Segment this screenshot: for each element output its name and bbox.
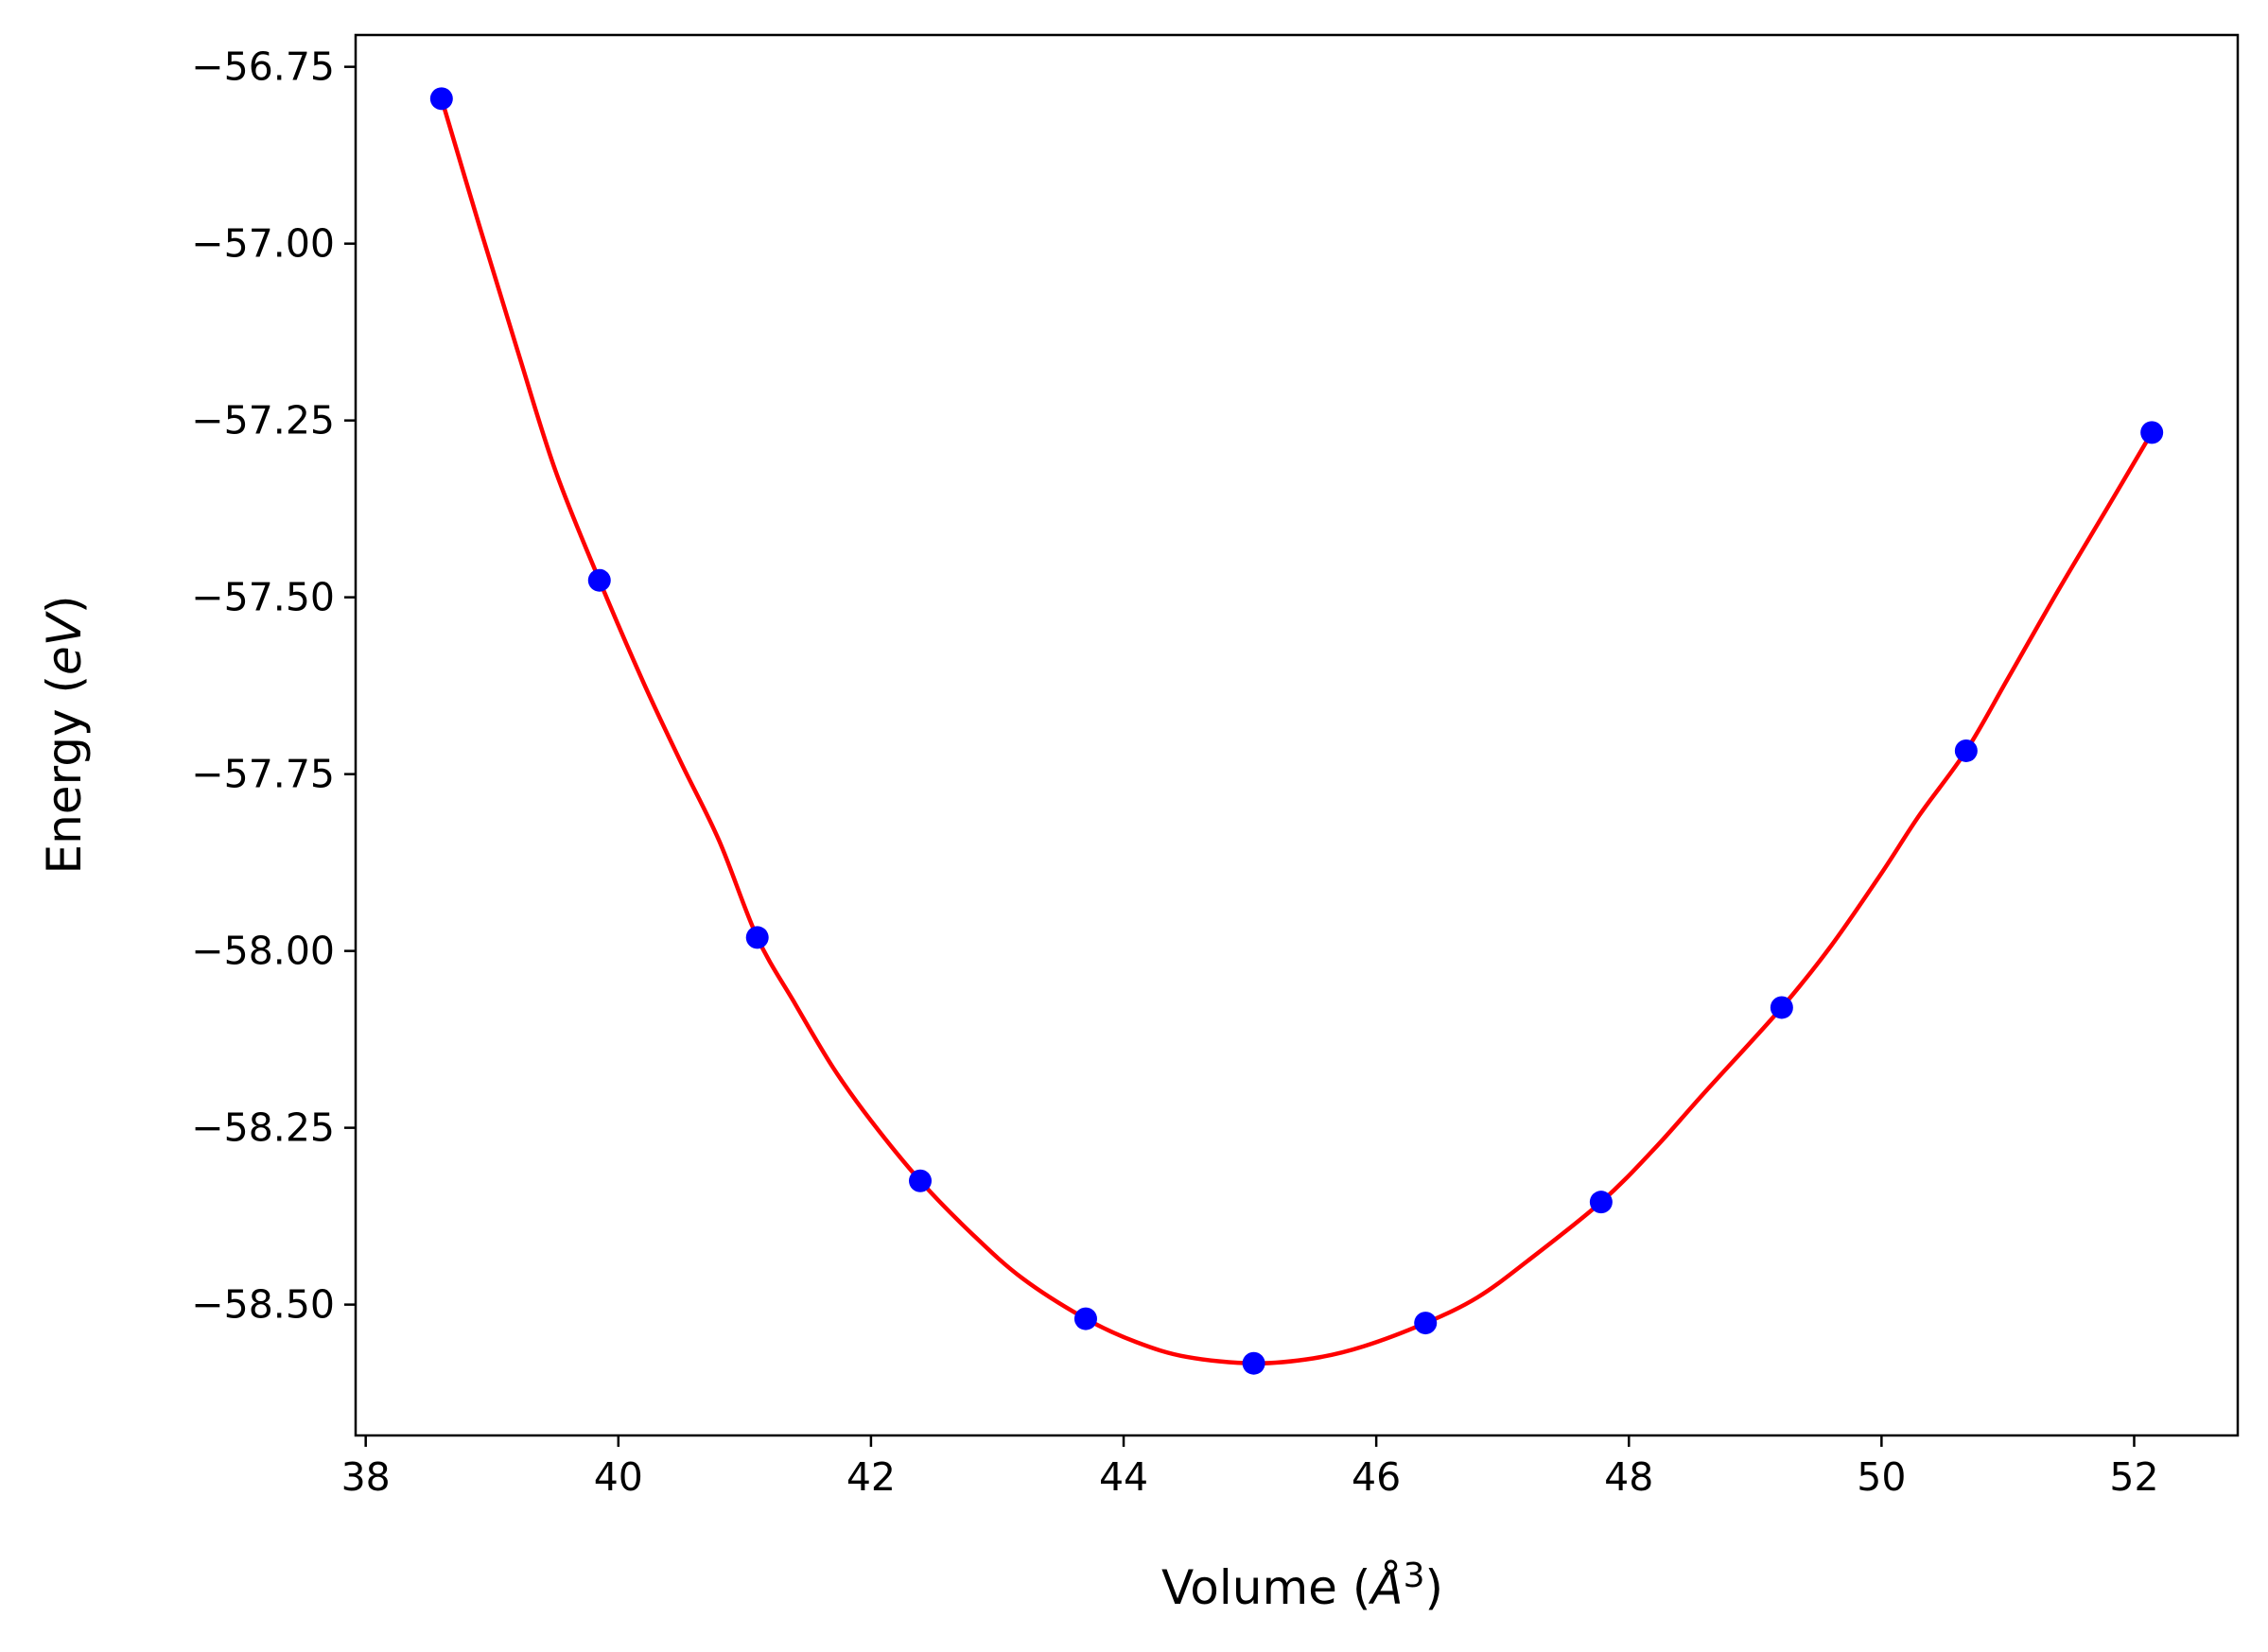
y-axis-ticks: −56.75 −57.00 −57.25 −57.50 −57.75 −58.00 −58.… bbox=[191, 44, 356, 1328]
y-tick-label: −58.00 bbox=[191, 929, 335, 974]
x-tick-label: 40 bbox=[594, 1454, 643, 1500]
data-points-layer bbox=[429, 87, 2164, 1375]
y-tick-label: −58.25 bbox=[191, 1105, 335, 1151]
data-point bbox=[1242, 1351, 1265, 1375]
y-tick-label: −56.75 bbox=[191, 44, 335, 90]
data-point bbox=[1589, 1191, 1613, 1214]
data-point bbox=[1073, 1307, 1097, 1330]
data-point bbox=[429, 87, 453, 111]
x-axis-ticks: 38 40 42 44 46 48 50 52 bbox=[341, 1435, 2159, 1500]
x-tick-label: 38 bbox=[341, 1454, 391, 1500]
y-axis-label: Energy (eV) bbox=[37, 596, 92, 875]
y-tick-label: −57.75 bbox=[191, 752, 335, 797]
fit-curve-layer bbox=[439, 97, 2155, 1365]
plot-frame bbox=[354, 33, 2240, 1437]
data-point bbox=[587, 568, 611, 592]
y-tick-label: −58.50 bbox=[191, 1282, 335, 1328]
data-point bbox=[745, 926, 769, 949]
x-axis-label: Volume (Å3) bbox=[1161, 1556, 1443, 1615]
y-tick-label: −57.00 bbox=[191, 221, 335, 267]
x-tick-label: 42 bbox=[846, 1454, 896, 1500]
data-point bbox=[1770, 996, 1793, 1019]
y-tick-label: −57.25 bbox=[191, 398, 335, 443]
x-tick-label: 52 bbox=[2109, 1454, 2158, 1500]
data-point bbox=[1954, 739, 1978, 762]
y-tick-label: −57.50 bbox=[191, 575, 335, 620]
data-point bbox=[909, 1169, 932, 1192]
data-point bbox=[2140, 421, 2164, 444]
x-tick-label: 48 bbox=[1604, 1454, 1653, 1500]
x-tick-label: 44 bbox=[1099, 1454, 1148, 1500]
x-tick-label: 50 bbox=[1857, 1454, 1906, 1500]
data-point bbox=[1414, 1312, 1438, 1335]
fit-curve bbox=[439, 97, 2155, 1365]
x-tick-label: 46 bbox=[1352, 1454, 1401, 1500]
